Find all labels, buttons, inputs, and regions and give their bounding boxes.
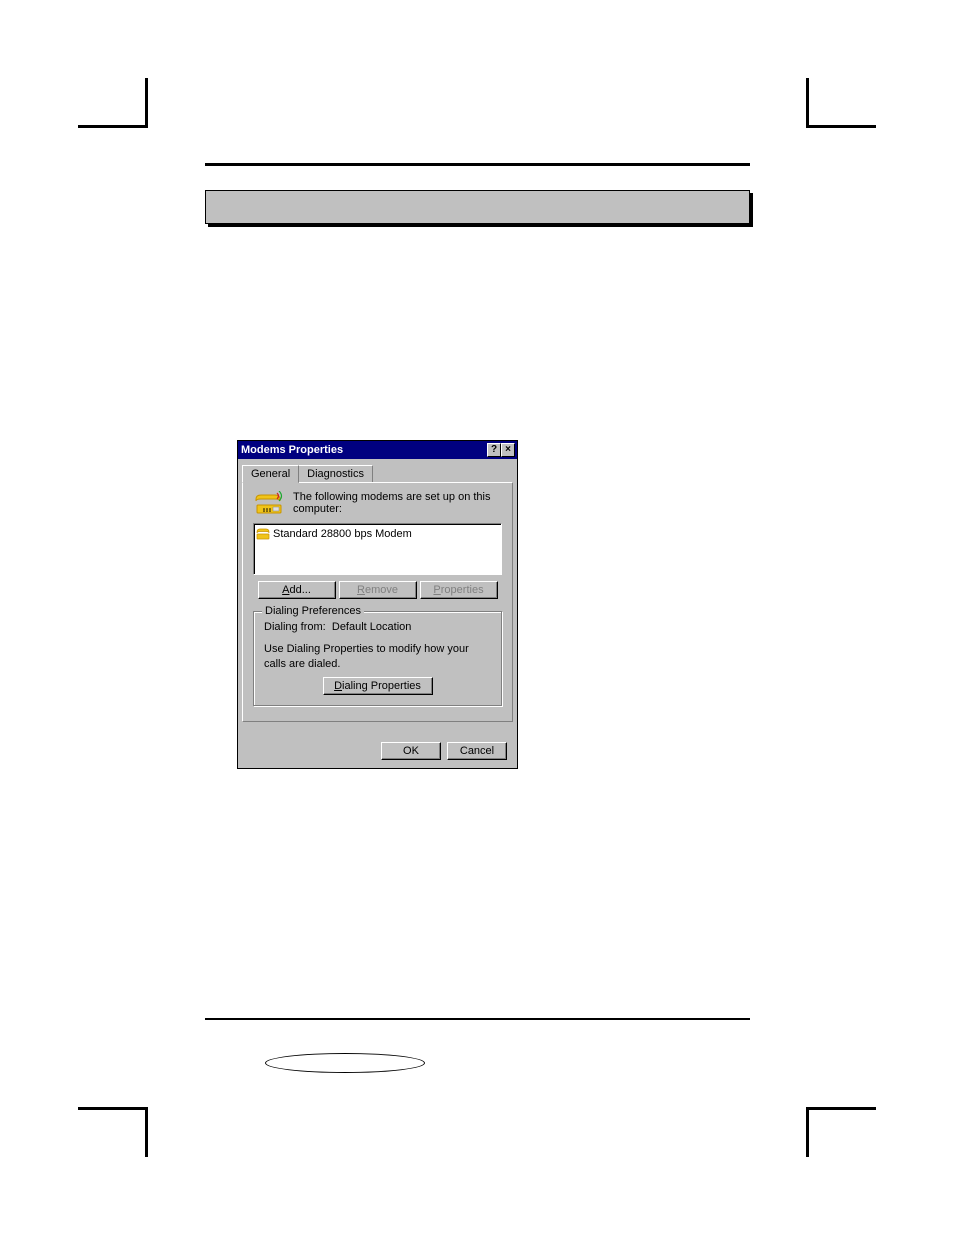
tab-sheet-general: The following modems are set up on this …	[242, 482, 513, 722]
window-title: Modems Properties	[241, 444, 343, 456]
close-icon: ×	[505, 445, 511, 455]
callout-circle	[265, 1053, 425, 1073]
tab-general[interactable]: General	[242, 465, 299, 483]
label: Dialing from:	[264, 621, 326, 633]
tab-strip: General Diagnostics	[238, 465, 517, 482]
crop-mark	[78, 78, 148, 128]
modem-icon	[256, 528, 270, 540]
mnemonic: R	[357, 584, 365, 596]
header-text: The following modems are set up on this …	[293, 491, 502, 515]
cancel-button[interactable]: Cancel	[447, 742, 507, 760]
crop-mark	[806, 78, 876, 128]
remove-button[interactable]: Remove	[339, 581, 417, 599]
crop-mark	[806, 1107, 876, 1157]
button-label: OK	[403, 745, 419, 757]
close-button[interactable]: ×	[501, 443, 515, 457]
mnemonic: P	[433, 584, 440, 596]
mnemonic: D	[334, 680, 342, 692]
button-label: Cancel	[460, 745, 494, 757]
help-button[interactable]: ?	[487, 443, 501, 457]
dialing-properties-button[interactable]: Dialing Properties	[323, 677, 433, 695]
page-rule-bottom	[205, 1018, 750, 1020]
ok-button[interactable]: OK	[381, 742, 441, 760]
page-rule-top	[205, 163, 750, 166]
value: Default Location	[332, 621, 412, 633]
modems-properties-dialog: Modems Properties ? × General Diagnostic…	[237, 440, 518, 769]
modem-listbox[interactable]: Standard 28800 bps Modem	[253, 523, 502, 575]
add-button[interactable]: Add...	[258, 581, 336, 599]
mnemonic: A	[282, 584, 289, 596]
tab-diagnostics[interactable]: Diagnostics	[298, 465, 373, 482]
tab-label: Diagnostics	[307, 468, 364, 480]
heading-bar	[205, 190, 750, 224]
crop-mark	[78, 1107, 148, 1157]
groupbox-legend: Dialing Preferences	[262, 605, 364, 617]
dialing-hint: Use Dialing Properties to modify how you…	[264, 642, 491, 671]
help-icon: ?	[491, 445, 497, 455]
list-item-label: Standard 28800 bps Modem	[273, 528, 412, 540]
dialing-preferences-group: Dialing Preferences Dialing from: Defaul…	[253, 611, 502, 706]
list-item[interactable]: Standard 28800 bps Modem	[256, 526, 499, 542]
properties-button[interactable]: Properties	[420, 581, 498, 599]
modem-icon	[253, 491, 285, 515]
dialing-from-row: Dialing from: Default Location	[264, 620, 491, 634]
titlebar[interactable]: Modems Properties ? ×	[238, 441, 517, 459]
tab-label: General	[251, 468, 290, 480]
